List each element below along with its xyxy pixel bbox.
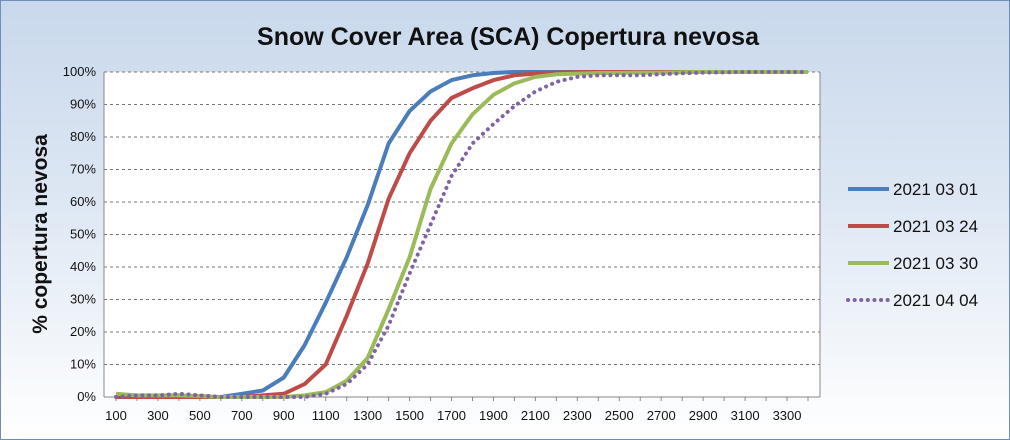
y-tick-label: 0% xyxy=(77,389,96,404)
x-tick-label: 1100 xyxy=(312,408,340,423)
x-tick-label: 300 xyxy=(147,408,169,423)
x-tick-label: 1500 xyxy=(395,408,424,423)
legend-label: 2021 03 01 xyxy=(893,180,978,199)
y-tick-label: 60% xyxy=(70,194,96,209)
y-tick-label: 80% xyxy=(70,129,96,144)
chart-title: Snow Cover Area (SCA) Copertura nevosa xyxy=(257,23,760,51)
y-tick-label: 20% xyxy=(70,324,96,339)
legend: 2021 03 01 2021 03 24 2021 03 30 2021 04 04 xyxy=(846,180,978,310)
y-tick-label: 90% xyxy=(70,97,96,112)
series-line-3 xyxy=(115,70,808,399)
x-tick-labels: 100 300 500 700 900 1100 1300 1500 1700 1900 2100 2… xyxy=(105,397,809,423)
y-tick-label: 50% xyxy=(70,227,96,242)
x-tick-label: 3300 xyxy=(773,408,802,423)
y-tick-labels: 0% 10% 20% 30% 40% 50% 60% 70% 80% 90% 100% xyxy=(63,64,97,404)
x-tick-label: 500 xyxy=(189,408,211,423)
y-tick-label: 30% xyxy=(70,292,96,307)
legend-label: 2021 03 30 xyxy=(893,254,978,273)
y-axis-label: % copertura nevosa xyxy=(29,134,52,334)
x-tick-label: 3100 xyxy=(731,408,760,423)
y-tick-label: 70% xyxy=(70,162,96,177)
x-tick-label: 2100 xyxy=(521,408,550,423)
x-tick-label: 100 xyxy=(105,408,127,423)
series-lines xyxy=(114,70,810,399)
x-tick-label: 2500 xyxy=(605,408,634,423)
series-line-4 xyxy=(114,70,810,399)
x-tick-label: 2900 xyxy=(689,408,718,423)
x-tick-label: 1900 xyxy=(479,408,508,423)
legend-label: 2021 04 04 xyxy=(893,291,978,310)
x-tick-label: 1700 xyxy=(437,408,466,423)
y-tick-label: 10% xyxy=(70,357,96,372)
x-tick-label: 1300 xyxy=(353,408,382,423)
y-tick-label: 40% xyxy=(70,259,96,274)
legend-label: 2021 03 24 xyxy=(893,217,978,236)
x-tick-label: 2300 xyxy=(563,408,592,423)
x-tick-label: 2700 xyxy=(647,408,676,423)
y-tick-label: 100% xyxy=(63,64,97,79)
x-tick-label: 700 xyxy=(231,408,253,423)
x-tick-label: 900 xyxy=(273,408,295,423)
